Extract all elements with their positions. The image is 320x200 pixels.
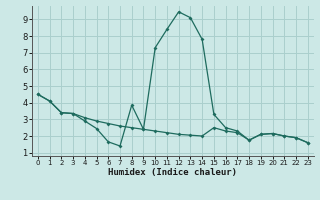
X-axis label: Humidex (Indice chaleur): Humidex (Indice chaleur) <box>108 168 237 177</box>
